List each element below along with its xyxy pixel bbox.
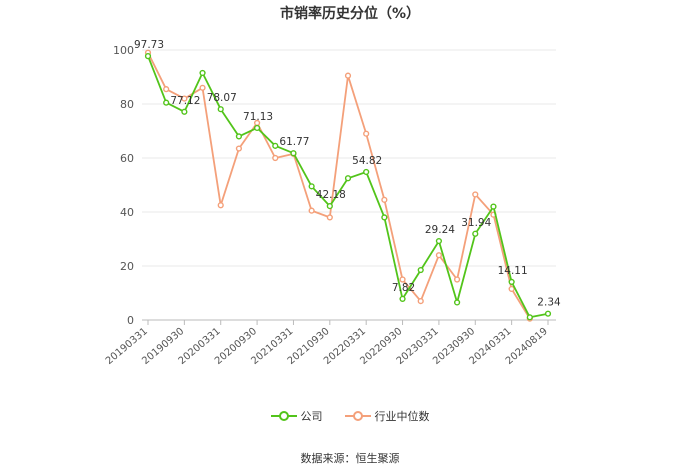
data-point	[163, 86, 170, 93]
data-label: 14.11	[498, 265, 528, 277]
legend-item-company[interactable]: 公司	[270, 408, 323, 424]
data-point	[326, 214, 333, 221]
y-tick-label: 20	[120, 260, 134, 273]
data-point	[235, 133, 243, 140]
line-chart: 0204060801002019033120190930202003312020…	[104, 39, 561, 367]
data-labels: 97.73 77.12 78.07 71.13 61.77 42.18 54.82 7.82 2…	[134, 39, 561, 309]
data-point	[453, 299, 461, 306]
data-label: 77.12	[170, 95, 200, 107]
data-point	[217, 106, 224, 113]
data-point	[235, 145, 243, 152]
data-point	[399, 276, 406, 283]
data-point	[344, 72, 352, 79]
y-tick-label: 60	[120, 152, 134, 165]
legend: 公司 行业中位数	[0, 408, 700, 424]
data-point	[363, 168, 370, 176]
chart-title: 市销率历史分位（%）	[279, 6, 421, 22]
data-label: 29.24	[425, 224, 455, 236]
data-point	[417, 298, 424, 305]
legend-item-industry[interactable]: 行业中位数	[344, 408, 430, 424]
data-point	[163, 99, 170, 106]
series	[144, 49, 552, 322]
data-point	[308, 207, 315, 214]
data-point	[381, 196, 388, 203]
y-tick-label: 100	[113, 44, 134, 57]
data-point	[272, 142, 279, 149]
data-point	[508, 278, 515, 286]
data-point	[181, 95, 188, 102]
data-point	[472, 230, 479, 237]
data-point	[308, 183, 315, 190]
legend-industry-marker	[344, 411, 371, 421]
data-point	[417, 266, 424, 274]
data-point	[181, 108, 188, 115]
data-label: 71.13	[243, 111, 273, 123]
data-point	[199, 69, 206, 77]
data-point	[435, 252, 443, 259]
data-point	[472, 191, 479, 198]
y-tick-label: 40	[120, 206, 134, 219]
legend-industry-label: 行业中位数	[374, 410, 430, 423]
data-label: 31.94	[461, 217, 491, 229]
data-point	[508, 285, 515, 293]
data-point	[290, 150, 297, 157]
data-point	[453, 276, 461, 283]
data-label: 78.07	[207, 92, 237, 104]
grid-lines	[142, 49, 556, 267]
data-point	[253, 124, 261, 132]
data-point	[363, 130, 370, 137]
data-point	[144, 53, 152, 60]
data-point	[344, 175, 352, 182]
data-point	[199, 84, 206, 91]
data-point	[326, 203, 333, 210]
legend-company-marker	[270, 411, 297, 421]
data-label: 61.77	[279, 136, 309, 148]
legend-company-label: 公司	[300, 410, 323, 423]
data-point	[217, 202, 224, 209]
data-label: 97.73	[134, 39, 164, 51]
data-point	[526, 314, 533, 321]
data-point	[490, 203, 497, 210]
series-line	[147, 52, 531, 320]
data-point	[399, 295, 406, 302]
data-source: 数据来源：恒生聚源	[300, 452, 400, 465]
data-point	[544, 310, 552, 317]
data-label: 42.18	[316, 189, 346, 201]
data-label: 7.82	[392, 282, 415, 294]
data-label: 54.82	[352, 155, 382, 167]
data-point	[435, 237, 443, 245]
data-point	[381, 214, 388, 221]
y-tick-label: 80	[120, 98, 134, 111]
y-tick-label: 0	[127, 314, 134, 327]
data-label: 2.34	[537, 297, 561, 309]
data-point	[272, 154, 279, 162]
